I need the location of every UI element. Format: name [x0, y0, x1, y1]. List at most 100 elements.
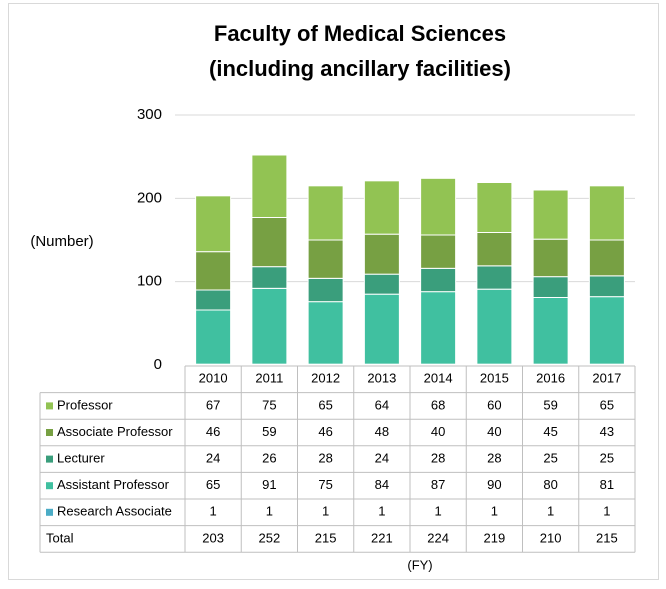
- bar-segment: [251, 154, 288, 218]
- bar-segment: [195, 195, 232, 253]
- table-value: 1: [547, 504, 554, 519]
- table-total: 224: [427, 530, 449, 545]
- legend-label: Professor: [57, 397, 113, 412]
- table-value: 75: [318, 477, 332, 492]
- table-value: 90: [487, 477, 501, 492]
- legend-label: Assistant Professor: [57, 477, 170, 492]
- bar-segment: [251, 217, 288, 268]
- table-value: 64: [375, 397, 389, 412]
- bar-segment: [532, 297, 569, 365]
- y-tick-label: 300: [137, 106, 162, 123]
- x-tick-label: 2013: [367, 371, 396, 386]
- bar-segment: [532, 276, 569, 298]
- table-value: 65: [318, 397, 332, 412]
- bar-segment: [251, 287, 288, 365]
- table-value: 24: [375, 451, 389, 466]
- table-value: 1: [603, 504, 610, 519]
- bar-segment: [420, 234, 457, 269]
- bar-segment: [363, 233, 400, 275]
- bar-segment: [363, 273, 400, 295]
- table-value: 46: [206, 424, 220, 439]
- x-tick-label: 2010: [199, 371, 228, 386]
- table-total: 252: [259, 530, 281, 545]
- table-value: 1: [378, 504, 385, 519]
- table-value: 1: [435, 504, 442, 519]
- table-total: 210: [540, 530, 562, 545]
- y-axis-label: (Number): [30, 233, 93, 250]
- table-value: 25: [600, 451, 614, 466]
- table-total: 219: [484, 530, 506, 545]
- y-tick-label: 200: [137, 189, 162, 206]
- bar-segment: [476, 232, 513, 267]
- table-value: 80: [543, 477, 557, 492]
- bar-segment: [307, 301, 344, 365]
- y-tick-label: 100: [137, 273, 162, 290]
- table-value: 68: [431, 397, 445, 412]
- table-value: 59: [262, 424, 276, 439]
- legend-label: Associate Professor: [57, 424, 173, 439]
- bar-segment: [195, 309, 232, 365]
- table-total: 221: [371, 530, 393, 545]
- bar-segment: [251, 266, 288, 289]
- bar-segment: [195, 289, 232, 311]
- bar-segment: [476, 182, 513, 233]
- table-value: 28: [318, 451, 332, 466]
- bar-segment: [420, 267, 457, 293]
- table-value: 65: [600, 397, 614, 412]
- bar-segment: [588, 239, 625, 277]
- table-value: 46: [318, 424, 332, 439]
- x-tick-label: 2016: [536, 371, 565, 386]
- table-value: 26: [262, 451, 276, 466]
- bar-segment: [307, 239, 344, 279]
- table-value: 40: [431, 424, 445, 439]
- bar-segment: [195, 251, 232, 291]
- bar-segment: [476, 288, 513, 365]
- table-value: 75: [262, 397, 276, 412]
- table-value: 1: [322, 504, 329, 519]
- legend-label: Research Associate: [57, 504, 172, 519]
- bar-segment: [363, 293, 400, 365]
- legend-label: Lecturer: [57, 451, 105, 466]
- table-value: 84: [375, 477, 389, 492]
- x-tick-label: 2017: [592, 371, 621, 386]
- table-value: 48: [375, 424, 389, 439]
- table-value: 87: [431, 477, 445, 492]
- bar-segment: [588, 275, 625, 298]
- bar-segment: [588, 296, 625, 365]
- table-value: 67: [206, 397, 220, 412]
- table-value: 59: [543, 397, 557, 412]
- bar-segment: [476, 265, 513, 290]
- table-value: 1: [266, 504, 273, 519]
- legend-swatch: [46, 455, 53, 463]
- bar-segment: [363, 180, 400, 235]
- legend-swatch: [46, 482, 53, 490]
- table-total: 215: [596, 530, 618, 545]
- table-value: 1: [491, 504, 498, 519]
- total-label: Total: [46, 530, 74, 545]
- y-tick-label: 0: [154, 356, 162, 373]
- chart-title: Faculty of Medical Sciences: [214, 21, 506, 46]
- x-axis-label: (FY): [407, 557, 432, 572]
- table-total: 215: [315, 530, 337, 545]
- bar-segment: [420, 291, 457, 365]
- table-total: 203: [202, 530, 224, 545]
- legend-swatch: [46, 508, 53, 516]
- table-value: 65: [206, 477, 220, 492]
- bar-segment: [307, 185, 344, 241]
- table-value: 45: [543, 424, 557, 439]
- table-value: 91: [262, 477, 276, 492]
- x-tick-label: 2015: [480, 371, 509, 386]
- table-value: 81: [600, 477, 614, 492]
- table-value: 40: [487, 424, 501, 439]
- table-value: 28: [431, 451, 445, 466]
- table-value: 28: [487, 451, 501, 466]
- bar-segment: [532, 189, 569, 240]
- x-tick-label: 2011: [255, 371, 283, 386]
- bar-segment: [532, 238, 569, 278]
- x-tick-label: 2014: [424, 371, 453, 386]
- legend-swatch: [46, 402, 53, 410]
- bar-segment: [307, 277, 344, 303]
- legend-swatch: [46, 429, 53, 436]
- table-value: 24: [206, 451, 220, 466]
